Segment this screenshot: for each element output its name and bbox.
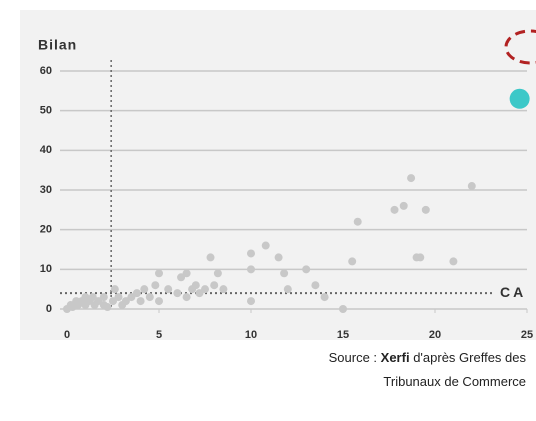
point [201,285,209,294]
point [390,205,399,214]
x-tick-label: 20 [429,329,441,340]
point [449,257,458,266]
point [302,265,311,274]
y-tick-label: 50 [40,105,52,117]
point [88,293,97,302]
point [261,241,270,250]
point [210,281,219,290]
point [467,182,476,191]
point [416,253,425,262]
point [173,289,182,298]
y-tick-label: 60 [40,65,52,77]
point [421,205,430,214]
point [280,269,289,278]
point [247,265,255,274]
point [195,289,204,298]
chart-background [20,10,536,340]
point [177,273,186,282]
source-rest: d'après Greffes des Tribunaux de Commerc… [383,350,526,389]
point [110,285,119,294]
y-tick-label: 20 [40,224,52,236]
point [509,88,530,109]
point [191,281,200,290]
x-tick-label: 15 [337,329,349,340]
point [339,305,347,313]
source-brand: Xerfi [380,350,410,365]
y-tick-label: 30 [40,184,52,196]
point [121,297,130,306]
point [155,297,163,306]
source: Source : Xerfi d'après Greffes des Tribu… [300,346,526,394]
point [155,269,163,278]
x-tick-label: 0 [64,329,70,340]
point [353,217,362,226]
y-tick-label: 0 [46,303,52,315]
point [348,257,357,266]
point [182,293,191,302]
point [213,269,222,278]
point [132,289,141,298]
x-tick-label: 25 [521,329,533,340]
chart: Bilan 0 10 20 30 40 50 60 0 5 10 15 20 25 CA [20,10,536,340]
x-axis-label: CA [500,284,526,300]
point [311,281,320,290]
point [140,285,149,294]
point [182,269,191,278]
point [145,293,154,302]
point [103,303,112,312]
y-tick-label: 40 [40,144,52,156]
point [114,293,123,302]
point [399,201,408,210]
point [206,253,215,262]
point [407,174,416,183]
point [109,297,117,306]
point [247,297,255,306]
point [151,281,160,290]
point [283,285,292,294]
y-axis-label: Bilan [38,37,77,53]
point [320,293,329,302]
point [127,293,136,302]
point [164,285,173,294]
point [136,297,145,306]
point [274,253,283,262]
x-tick-label: 5 [156,329,162,340]
point [219,285,228,294]
point [99,293,108,302]
point [247,249,255,258]
point [94,297,103,306]
x-tick-label: 10 [245,329,257,340]
source-prefix: Source : [328,350,378,365]
y-tick-label: 10 [40,263,52,275]
